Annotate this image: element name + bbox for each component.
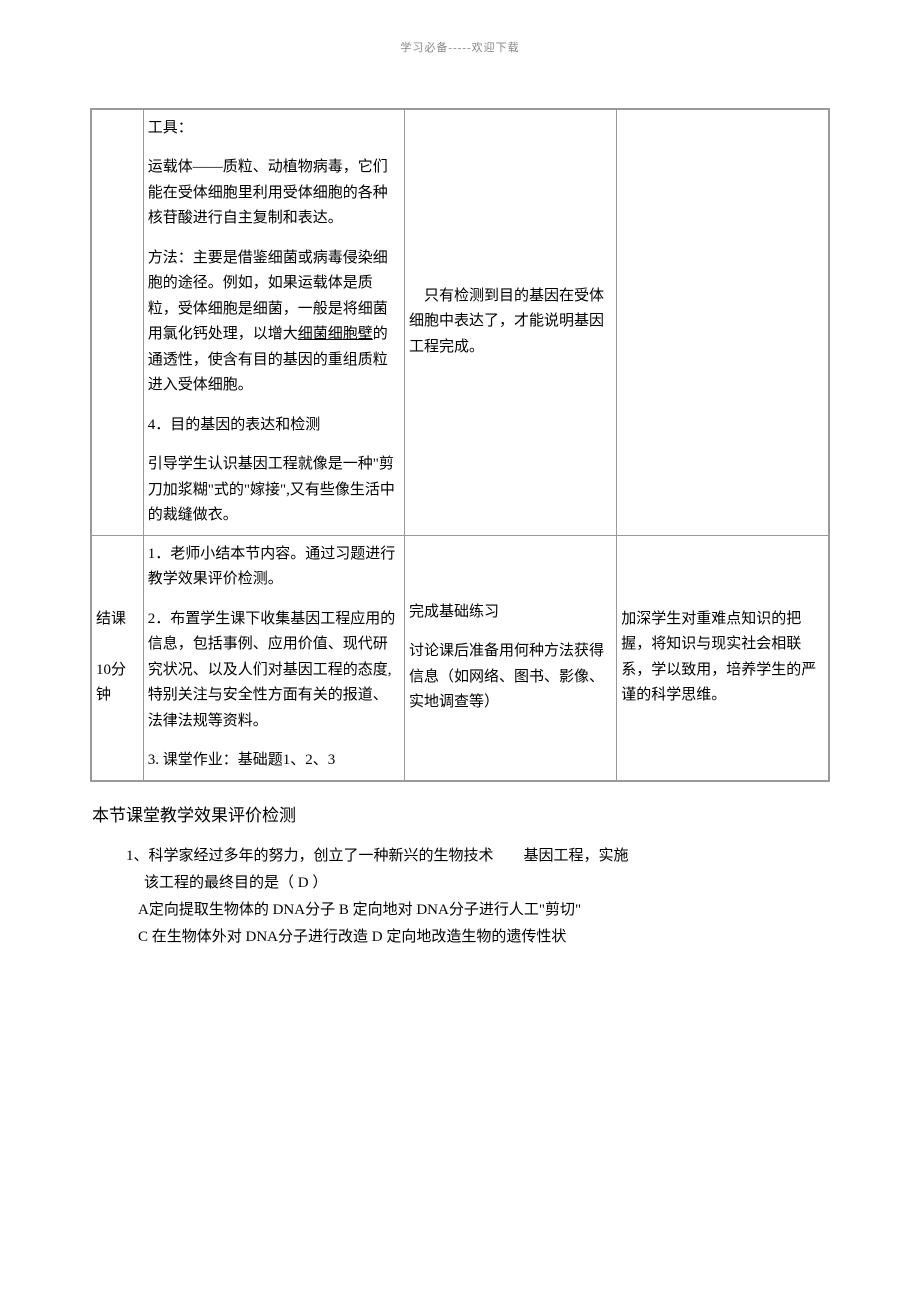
- option-a: A定向提取生物体的 DNA分子: [138, 902, 335, 918]
- text-block: 4．目的基因的表达和检测: [148, 413, 400, 439]
- option-d: D 定向地改造生物的遗传性状: [372, 929, 567, 945]
- text-block: 讨论课后准备用何种方法获得信息（如网络、图书、影像、实地调查等）: [409, 639, 612, 716]
- cell-intent-1: [617, 109, 829, 536]
- page-header: 学习必备-----欢迎下载: [90, 40, 830, 58]
- text-block: 引导学生认识基因工程就像是一种"剪刀加浆糊"式的"嫁接",又有些像生活中的裁缝做…: [148, 452, 400, 529]
- evaluation-title: 本节课堂教学效果评价检测: [90, 802, 830, 829]
- text-block: 工具：: [148, 116, 400, 142]
- cell-stage-1: [91, 109, 143, 536]
- underlined-text: 细菌细胞壁: [298, 326, 373, 342]
- table-row: 结课 10分钟 1．老师小结本节内容。通过习题进行教学效果评价检测。 2．布置学…: [91, 535, 829, 781]
- option-c: C 在生物体外对 DNA分子进行改造: [138, 929, 368, 945]
- text-block: 运载体——质粒、动植物病毒，它们能在受体细胞里利用受体细胞的各种核苷酸进行自主复…: [148, 155, 400, 232]
- cell-student-activity-2: 完成基础练习 讨论课后准备用何种方法获得信息（如网络、图书、影像、实地调查等）: [404, 535, 616, 781]
- question-text-line: 该工程的最终目的是（ D ）: [126, 870, 830, 897]
- text-block: 2．布置学生课下收集基因工程应用的信息，包括事例、应用价值、现代研究状况、以及人…: [148, 607, 400, 735]
- option-line: C 在生物体外对 DNA分子进行改造 D 定向地改造生物的遗传性状: [126, 924, 830, 951]
- cell-stage-2: 结课 10分钟: [91, 535, 143, 781]
- text-block: 3. 课堂作业：基础题1、2、3: [148, 748, 400, 774]
- option-line: A定向提取生物体的 DNA分子 B 定向地对 DNA分子进行人工"剪切": [126, 897, 830, 924]
- text-block: 完成基础练习: [409, 600, 612, 626]
- question-text-line: 1、科学家经过多年的努力，创立了一种新兴的生物技术 基因工程，实施: [126, 843, 830, 870]
- cell-student-activity-1: 只有检测到目的基因在受体细胞中表达了，才能说明基因工程完成。: [404, 109, 616, 536]
- cell-intent-2: 加深学生对重难点知识的把握，将知识与现实社会相联系，学以致用，培养学生的严谨的科…: [617, 535, 829, 781]
- option-b: B 定向地对 DNA分子进行人工"剪切": [339, 902, 581, 918]
- question-1: 1、科学家经过多年的努力，创立了一种新兴的生物技术 基因工程，实施 该工程的最终…: [90, 843, 830, 951]
- text-block: 方法：主要是借鉴细菌或病毒侵染细胞的途径。例如，如果运载体是质粒，受体细胞是细菌…: [148, 246, 400, 399]
- table-row: 工具： 运载体——质粒、动植物病毒，它们能在受体细胞里利用受体细胞的各种核苷酸进…: [91, 109, 829, 536]
- text-block: 1．老师小结本节内容。通过习题进行教学效果评价检测。: [148, 542, 400, 593]
- cell-teacher-activity-1: 工具： 运载体——质粒、动植物病毒，它们能在受体细胞里利用受体细胞的各种核苷酸进…: [143, 109, 404, 536]
- cell-teacher-activity-2: 1．老师小结本节内容。通过习题进行教学效果评价检测。 2．布置学生课下收集基因工…: [143, 535, 404, 781]
- lesson-table: 工具： 运载体——质粒、动植物病毒，它们能在受体细胞里利用受体细胞的各种核苷酸进…: [90, 108, 830, 782]
